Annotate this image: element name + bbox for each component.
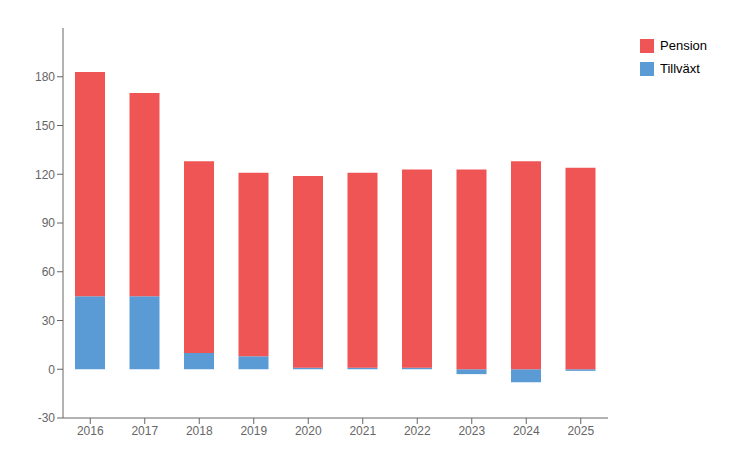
svg-text:2023: 2023 — [458, 424, 485, 438]
html-text:Tillväxt: Tillväxt — [660, 61, 700, 76]
svg-text:60: 60 — [42, 265, 56, 279]
svg-text:2019: 2019 — [240, 424, 267, 438]
svg-text:2022: 2022 — [404, 424, 431, 438]
svg-text:2025: 2025 — [567, 424, 594, 438]
svg-text:0: 0 — [48, 363, 55, 377]
svg-text:2017: 2017 — [131, 424, 158, 438]
svg-text:90: 90 — [42, 216, 56, 230]
svg-text:-30: -30 — [38, 411, 56, 425]
svg-text:120: 120 — [35, 168, 55, 182]
svg-text:180: 180 — [35, 70, 55, 84]
svg-text:150: 150 — [35, 119, 55, 133]
svg-text:30: 30 — [42, 314, 56, 328]
svg-text:2018: 2018 — [186, 424, 213, 438]
svg-text:2020: 2020 — [295, 424, 322, 438]
svg-text:2016: 2016 — [77, 424, 104, 438]
svg-text:2021: 2021 — [349, 424, 376, 438]
svg-text:2024: 2024 — [513, 424, 540, 438]
html-text:Pension: Pension — [660, 38, 707, 53]
